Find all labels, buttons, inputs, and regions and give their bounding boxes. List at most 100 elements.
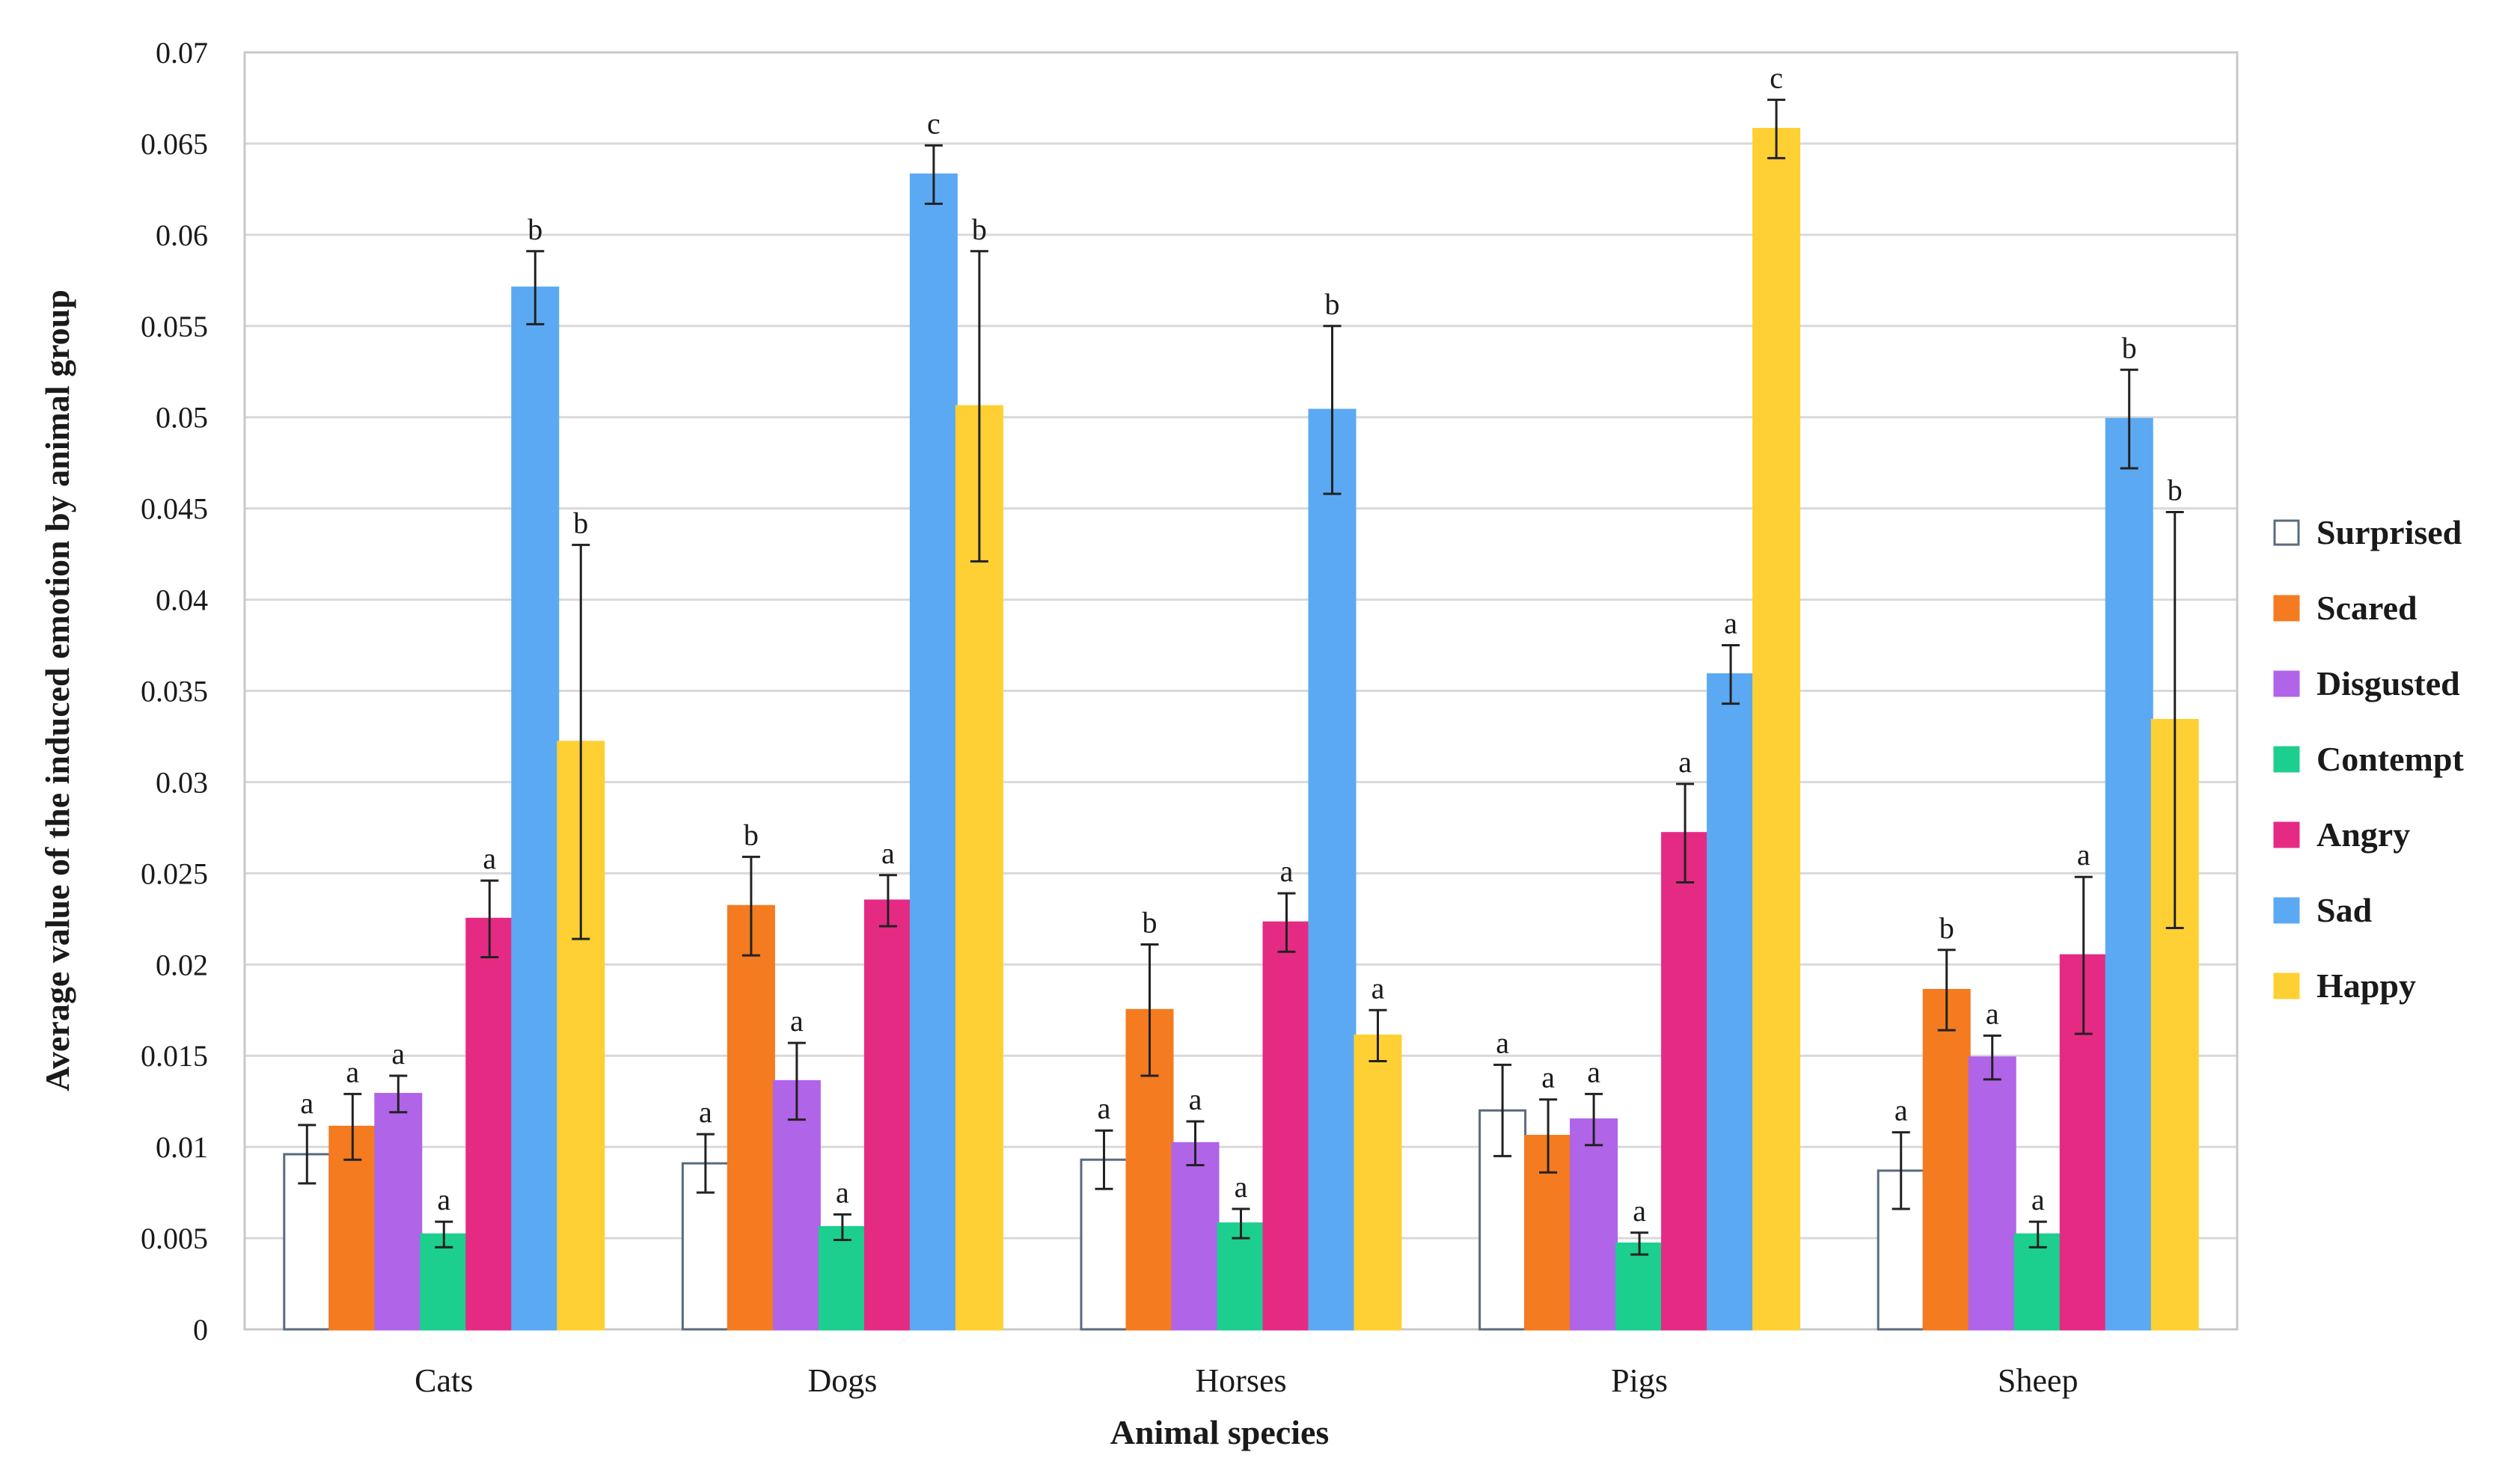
significance-label: b bbox=[1325, 287, 1340, 321]
bar-scared-sheep bbox=[1922, 988, 1971, 1331]
error-bar bbox=[878, 874, 897, 928]
error-bar bbox=[480, 879, 499, 959]
error-bar bbox=[572, 543, 590, 940]
bar-happy-horses bbox=[1354, 1034, 1402, 1331]
legend-item-contempt: Contempt bbox=[2273, 740, 2464, 778]
error-bar bbox=[1722, 644, 1740, 705]
significance-label: a bbox=[1280, 854, 1294, 888]
y-axis-ticks: 0 0.005 0.01 0.015 0.02 0.025 0.03 0.035 0.04 0.0… bbox=[141, 36, 208, 1347]
bar-disgusted-horses bbox=[1171, 1142, 1220, 1331]
bar-contempt-horses bbox=[1217, 1222, 1265, 1331]
y-tick-label: 0.07 bbox=[156, 36, 208, 70]
bar-contempt-cats bbox=[420, 1233, 468, 1331]
bar-sad-sheep bbox=[2105, 417, 2153, 1331]
y-tick-label: 0.06 bbox=[156, 218, 208, 252]
significance-label: a bbox=[1587, 1055, 1600, 1088]
error-bar bbox=[2165, 511, 2184, 930]
significance-label: b bbox=[527, 212, 542, 246]
legend-swatch bbox=[2273, 746, 2300, 773]
significance-label: b bbox=[744, 818, 759, 851]
significance-label: a bbox=[1541, 1061, 1555, 1094]
y-tick-label: 0.035 bbox=[141, 675, 208, 708]
error-bar bbox=[1676, 782, 1695, 884]
error-bar bbox=[741, 855, 760, 957]
significance-label: a bbox=[346, 1055, 359, 1088]
legend-label: Angry bbox=[2316, 815, 2410, 854]
bar-contempt-sheep bbox=[2013, 1233, 2062, 1331]
significance-label: a bbox=[1098, 1091, 1111, 1125]
error-bar bbox=[1767, 98, 1786, 159]
x-category-label: Cats bbox=[415, 1362, 473, 1399]
legend-label: Disgusted bbox=[2316, 664, 2460, 702]
error-bar bbox=[1140, 943, 1159, 1077]
significance-label: a bbox=[2031, 1183, 2045, 1216]
error-bar bbox=[2028, 1220, 2047, 1249]
x-category-label: Dogs bbox=[807, 1362, 877, 1399]
y-tick-label: 0.03 bbox=[156, 765, 208, 799]
y-tick-label: 0.015 bbox=[141, 1039, 208, 1073]
error-bar bbox=[1323, 325, 1342, 495]
bar-disgusted-cats bbox=[374, 1092, 423, 1331]
significance-label: b bbox=[1143, 905, 1157, 939]
significance-label: b bbox=[573, 506, 588, 539]
significance-label: a bbox=[1235, 1170, 1248, 1204]
significance-label: a bbox=[2077, 838, 2091, 872]
bar-sad-dogs bbox=[909, 173, 958, 1331]
error-bar bbox=[1630, 1231, 1649, 1256]
legend-item-sad: Sad bbox=[2273, 891, 2373, 929]
significance-label: a bbox=[790, 1004, 804, 1038]
bar-angry-horses bbox=[1262, 921, 1311, 1331]
significance-label: b bbox=[1939, 911, 1954, 945]
significance-label: b bbox=[2168, 474, 2183, 507]
legend-swatch bbox=[2273, 595, 2300, 622]
bar-angry-dogs bbox=[863, 899, 912, 1331]
y-tick-label: 0.055 bbox=[141, 310, 208, 343]
significance-label: a bbox=[437, 1183, 450, 1216]
y-tick-label: 0.04 bbox=[156, 584, 208, 617]
bar-contempt-dogs bbox=[818, 1225, 866, 1331]
bar-happy-pigs bbox=[1752, 127, 1801, 1331]
y-tick-label: 0.005 bbox=[141, 1222, 208, 1255]
legend-item-angry: Angry bbox=[2273, 815, 2410, 854]
significance-label: a bbox=[1189, 1082, 1202, 1116]
y-tick-label: 0.065 bbox=[141, 127, 208, 161]
error-bar bbox=[833, 1213, 851, 1242]
error-bar bbox=[1095, 1129, 1113, 1190]
bar-sad-pigs bbox=[1707, 673, 1755, 1331]
bar-disgusted-pigs bbox=[1570, 1118, 1618, 1331]
y-tick-label: 0.025 bbox=[141, 857, 208, 890]
significance-label: a bbox=[1496, 1026, 1509, 1059]
bar-disgusted-dogs bbox=[772, 1079, 821, 1331]
significance-label: c bbox=[927, 106, 941, 140]
significance-label: a bbox=[391, 1037, 405, 1071]
error-bar bbox=[389, 1074, 408, 1114]
bar-sad-cats bbox=[511, 287, 560, 1331]
legend-swatch bbox=[2273, 897, 2300, 924]
error-bar bbox=[1891, 1131, 1910, 1210]
legend-label: Sad bbox=[2316, 891, 2373, 929]
error-bar bbox=[343, 1092, 362, 1161]
significance-label: a bbox=[483, 842, 496, 875]
legend-swatch bbox=[2273, 821, 2300, 848]
legend-item-happy: Happy bbox=[2273, 967, 2416, 1005]
significance-label: a bbox=[1678, 745, 1692, 779]
x-axis-title: Animal species bbox=[1110, 1413, 1330, 1451]
y-tick-label: 0.01 bbox=[156, 1130, 208, 1164]
legend-item-surprised: Surprised bbox=[2273, 513, 2462, 551]
legend-label: Surprised bbox=[2316, 513, 2462, 551]
y-tick-label: 0.045 bbox=[141, 492, 208, 526]
y-axis-title: Average value of the induced emotion by … bbox=[38, 290, 76, 1091]
significance-label: a bbox=[881, 836, 895, 870]
legend-swatch bbox=[2273, 670, 2300, 697]
significance-label: a bbox=[1724, 607, 1737, 640]
significance-label: b bbox=[2122, 331, 2137, 364]
legend-label: Contempt bbox=[2316, 740, 2464, 778]
legend-item-disgusted: Disgusted bbox=[2273, 664, 2460, 702]
error-bar bbox=[1585, 1092, 1603, 1147]
error-bar bbox=[924, 144, 943, 205]
x-category-label: Pigs bbox=[1611, 1362, 1668, 1399]
error-bars bbox=[298, 98, 2184, 1256]
bar-angry-pigs bbox=[1661, 832, 1710, 1331]
